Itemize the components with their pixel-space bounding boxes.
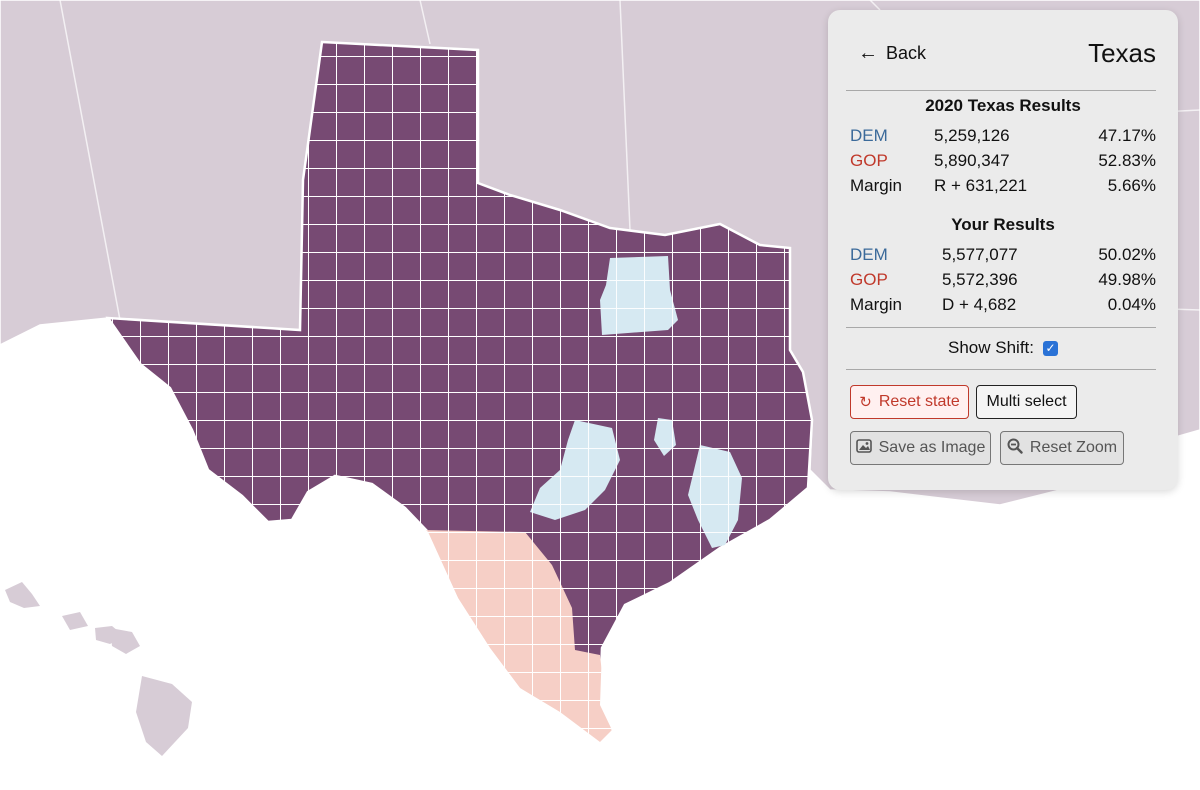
margin-votes: D + 4,682 <box>942 295 1017 314</box>
back-label: Back <box>886 42 927 63</box>
panel-header: ← Back Texas <box>846 28 1156 91</box>
reset-state-button[interactable]: ↻ Reset state <box>850 385 969 419</box>
your-gop-row: GOP 5,572,396 49.98% <box>850 268 1156 292</box>
vote-count: 5,577,077 <box>942 245 1018 264</box>
actual-dem-row: DEM 5,259,126 47.17% <box>850 124 1156 148</box>
margin-percent: 5.66% <box>1107 176 1156 195</box>
reset-state-label: Reset state <box>878 393 960 410</box>
party-label: GOP <box>850 151 888 170</box>
save-image-button[interactable]: Save as Image <box>850 431 991 465</box>
divider <box>846 327 1156 328</box>
reset-zoom-label: Reset Zoom <box>1029 439 1118 456</box>
actual-gop-row: GOP 5,890,347 52.83% <box>850 149 1156 173</box>
image-icon <box>855 439 872 457</box>
show-shift-row: Show Shift: ✓ <box>828 338 1178 358</box>
vote-percent: 50.02% <box>1098 245 1156 264</box>
results-panel: ← Back Texas 2020 Texas Results DEM 5,25… <box>828 10 1178 490</box>
reset-zoom-button[interactable]: Reset Zoom <box>1000 431 1124 465</box>
vote-percent: 49.98% <box>1098 270 1156 289</box>
back-button[interactable]: ← Back <box>846 42 926 65</box>
show-shift-checkbox[interactable]: ✓ <box>1043 340 1058 356</box>
vote-count: 5,890,347 <box>934 151 1010 170</box>
refresh-icon: ↻ <box>859 394 872 411</box>
margin-label: Margin <box>850 295 902 314</box>
actual-results-title: 2020 Texas Results <box>925 96 1081 115</box>
state-title: Texas <box>1088 37 1156 68</box>
margin-label: Margin <box>850 176 902 195</box>
checkbox-checked-icon: ✓ <box>1045 340 1056 355</box>
actual-margin-row: Margin R + 631,221 5.66% <box>850 174 1156 198</box>
multi-select-label: Multi select <box>986 393 1067 410</box>
show-shift-label: Show Shift: <box>948 338 1034 357</box>
your-results-title: Your Results <box>951 215 1055 234</box>
vote-count: 5,572,396 <box>942 270 1018 289</box>
vote-count: 5,259,126 <box>934 126 1010 145</box>
margin-votes: R + 631,221 <box>934 176 1028 195</box>
hawaii-islands <box>5 582 192 756</box>
party-label: DEM <box>850 126 888 145</box>
your-dem-row: DEM 5,577,077 50.02% <box>850 243 1156 267</box>
zoom-out-icon <box>1007 438 1023 458</box>
vote-percent: 47.17% <box>1098 126 1156 145</box>
save-image-label: Save as Image <box>878 439 986 456</box>
party-label: GOP <box>850 270 888 289</box>
party-label: DEM <box>850 245 888 264</box>
vote-percent: 52.83% <box>1098 151 1156 170</box>
your-margin-row: Margin D + 4,682 0.04% <box>850 293 1156 317</box>
margin-percent: 0.04% <box>1107 295 1156 314</box>
arrow-left-icon: ← <box>858 41 878 64</box>
multi-select-button[interactable]: Multi select <box>976 385 1077 419</box>
divider <box>846 369 1156 370</box>
